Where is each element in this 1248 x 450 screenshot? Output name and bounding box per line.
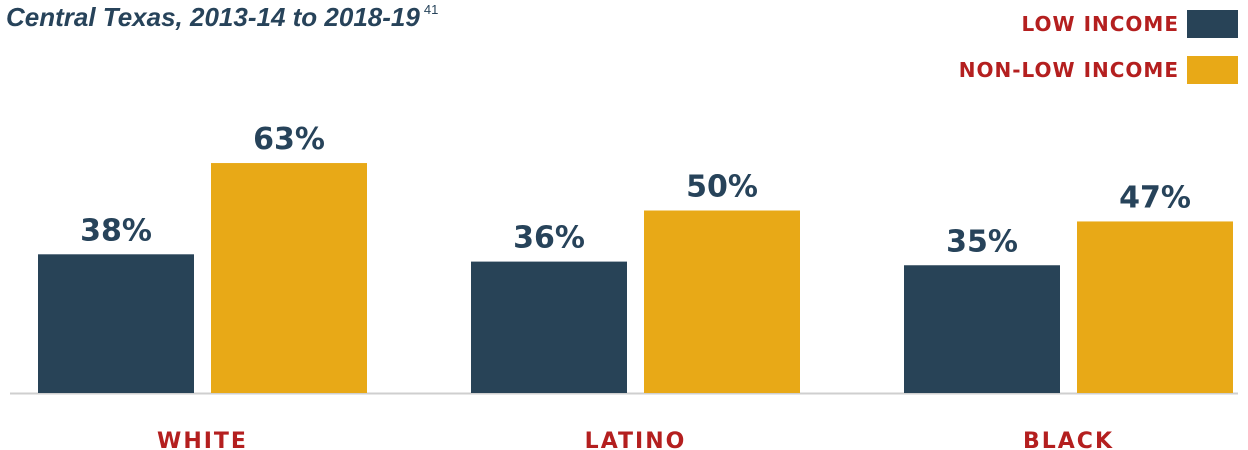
data-label-white-non-low-income: 63% bbox=[253, 122, 325, 157]
subtitle-text: Central Texas, 2013-14 to 2018-19 bbox=[6, 2, 420, 32]
data-label-latino-low-income: 36% bbox=[513, 221, 585, 256]
legend-swatch-low-income bbox=[1187, 10, 1238, 38]
chart-legend: LOW INCOME NON-LOW INCOME bbox=[959, 10, 1238, 84]
bar-latino-non-low-income bbox=[644, 210, 800, 393]
bar-black-non-low-income bbox=[1077, 221, 1233, 393]
legend-label-low-income: LOW INCOME bbox=[1021, 12, 1179, 36]
category-label-black: BLACK bbox=[1023, 429, 1114, 450]
data-label-white-low-income: 38% bbox=[80, 213, 152, 248]
chart-subtitle: Central Texas, 2013-14 to 2018-19 41 bbox=[6, 2, 438, 33]
data-label-latino-non-low-income: 50% bbox=[686, 170, 758, 205]
category-label-white: WHITE bbox=[157, 429, 248, 450]
category-label-latino: LATINO bbox=[585, 429, 687, 450]
bar-white-non-low-income bbox=[211, 163, 367, 393]
bar-white-low-income bbox=[38, 254, 194, 393]
bar-black-low-income bbox=[904, 265, 1060, 393]
data-label-black-low-income: 35% bbox=[946, 224, 1018, 259]
legend-item-non-low-income: NON-LOW INCOME bbox=[959, 56, 1238, 84]
data-label-black-non-low-income: 47% bbox=[1119, 180, 1191, 215]
legend-swatch-non-low-income bbox=[1187, 56, 1238, 84]
legend-item-low-income: LOW INCOME bbox=[1022, 10, 1238, 38]
legend-label-non-low-income: NON-LOW INCOME bbox=[958, 58, 1179, 82]
footnote-reference: 41 bbox=[423, 2, 439, 17]
bar-latino-low-income bbox=[471, 261, 627, 393]
